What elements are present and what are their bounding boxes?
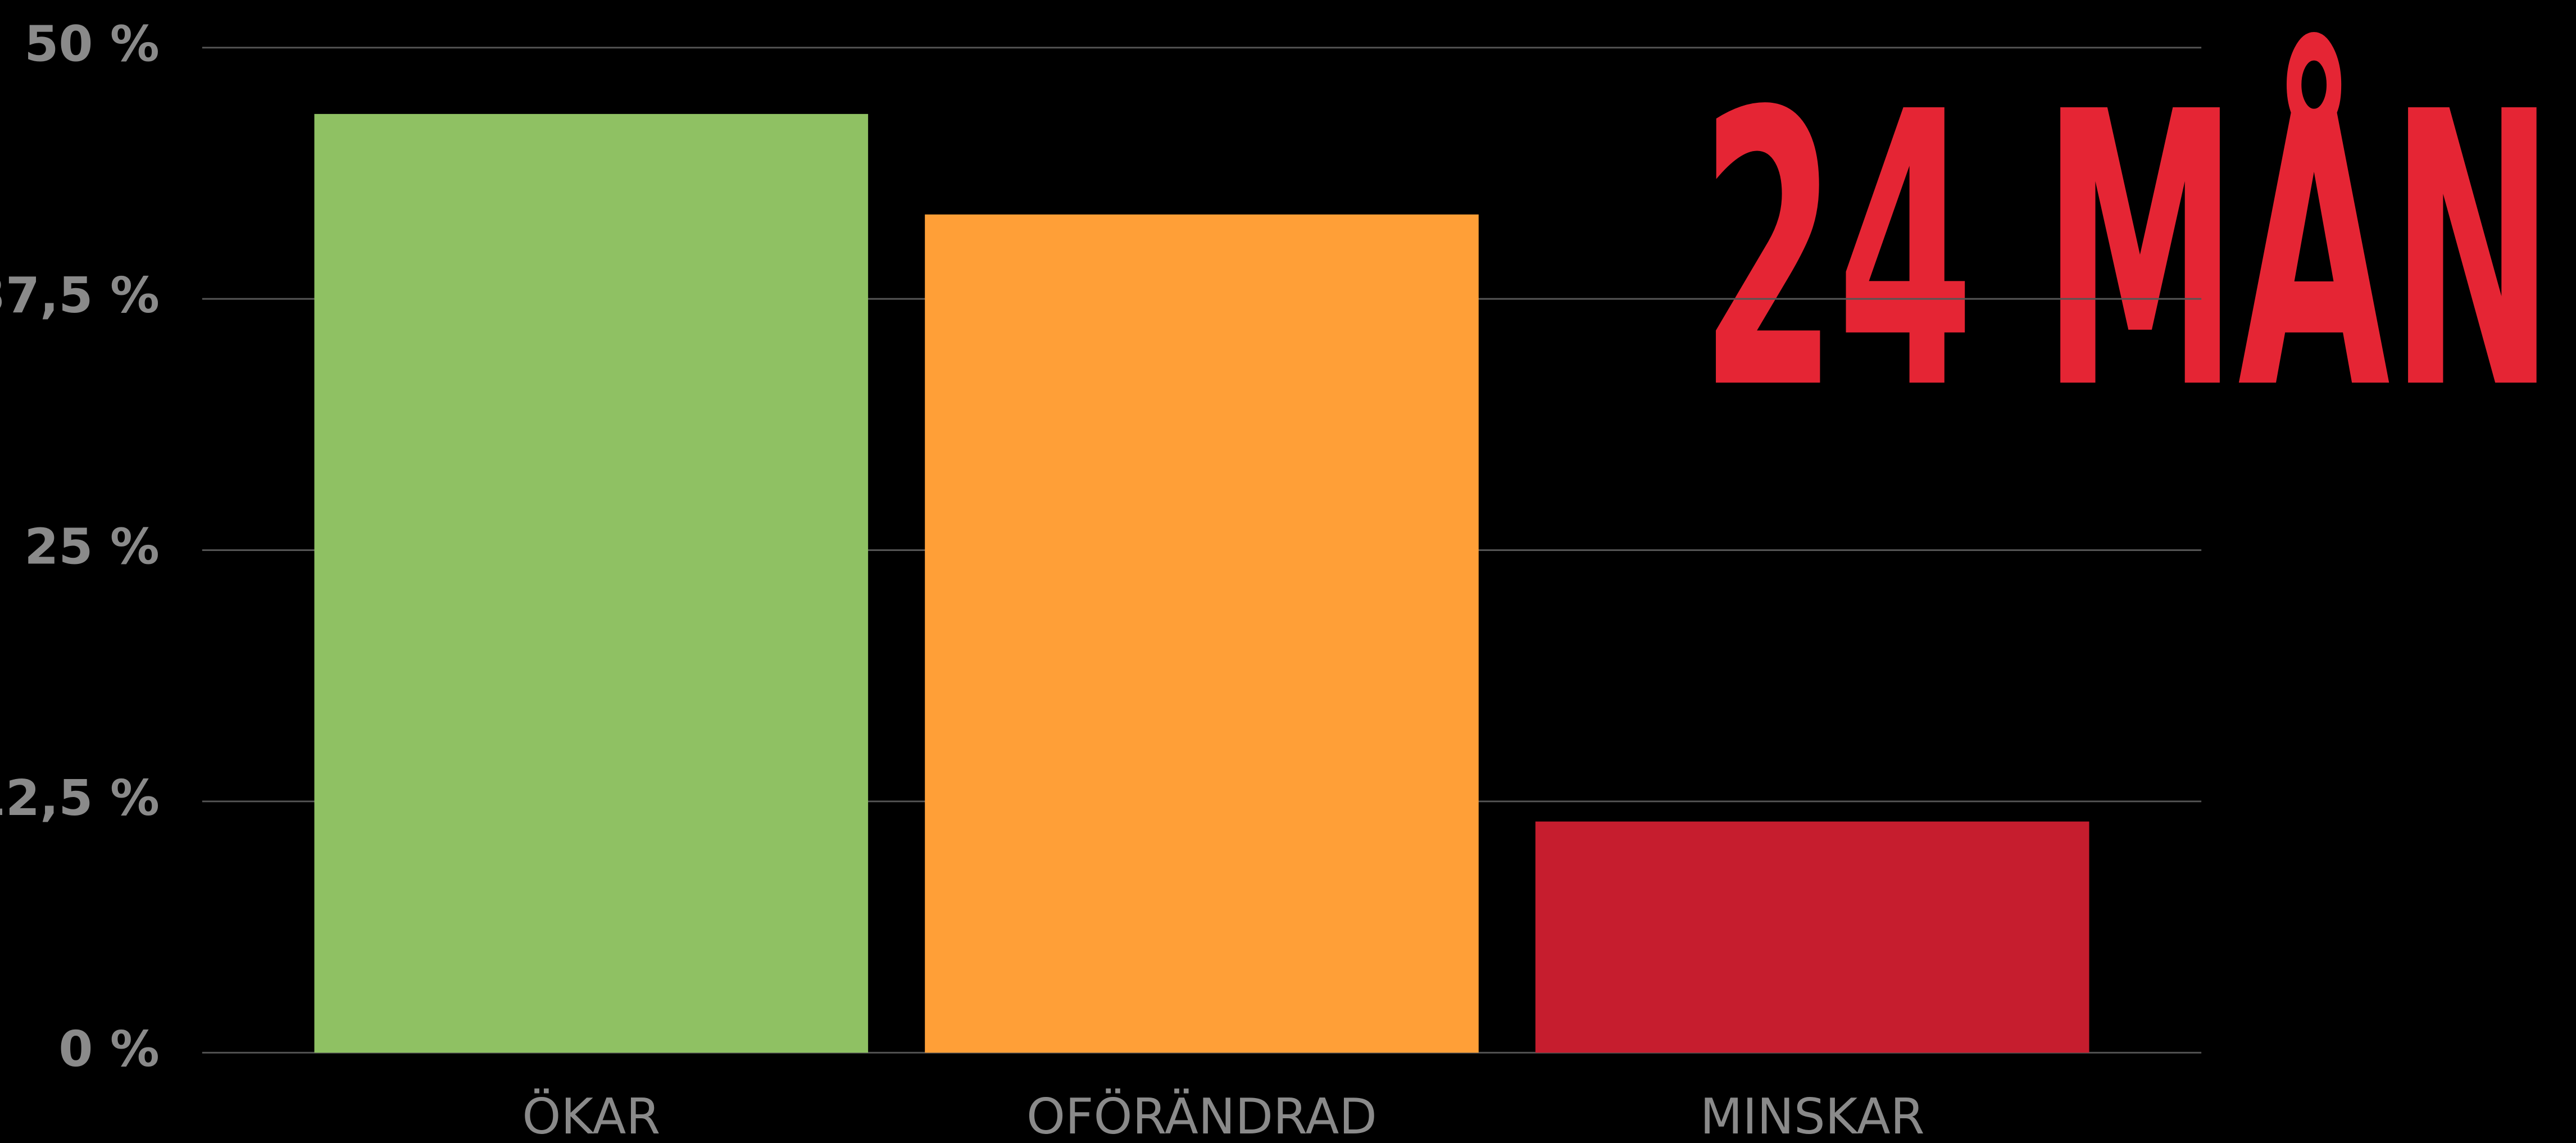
x-tick-label: ÖKAR	[522, 1088, 660, 1143]
y-tick-label: 37,5 %	[0, 267, 160, 324]
y-tick-label: 0 %	[58, 1021, 159, 1078]
bar	[314, 113, 869, 1053]
bar	[925, 214, 1479, 1053]
y-tick-label: 12,5 %	[0, 769, 160, 827]
bar	[1535, 821, 2089, 1053]
y-tick-label: 50 %	[24, 16, 159, 73]
x-tick-label: OFÖRÄNDRAD	[1026, 1088, 1377, 1143]
annotation: 24 MÅN	[1700, 29, 2554, 472]
x-tick-label: MINSKAR	[1700, 1088, 1925, 1143]
y-tick-label: 25 %	[24, 518, 159, 575]
